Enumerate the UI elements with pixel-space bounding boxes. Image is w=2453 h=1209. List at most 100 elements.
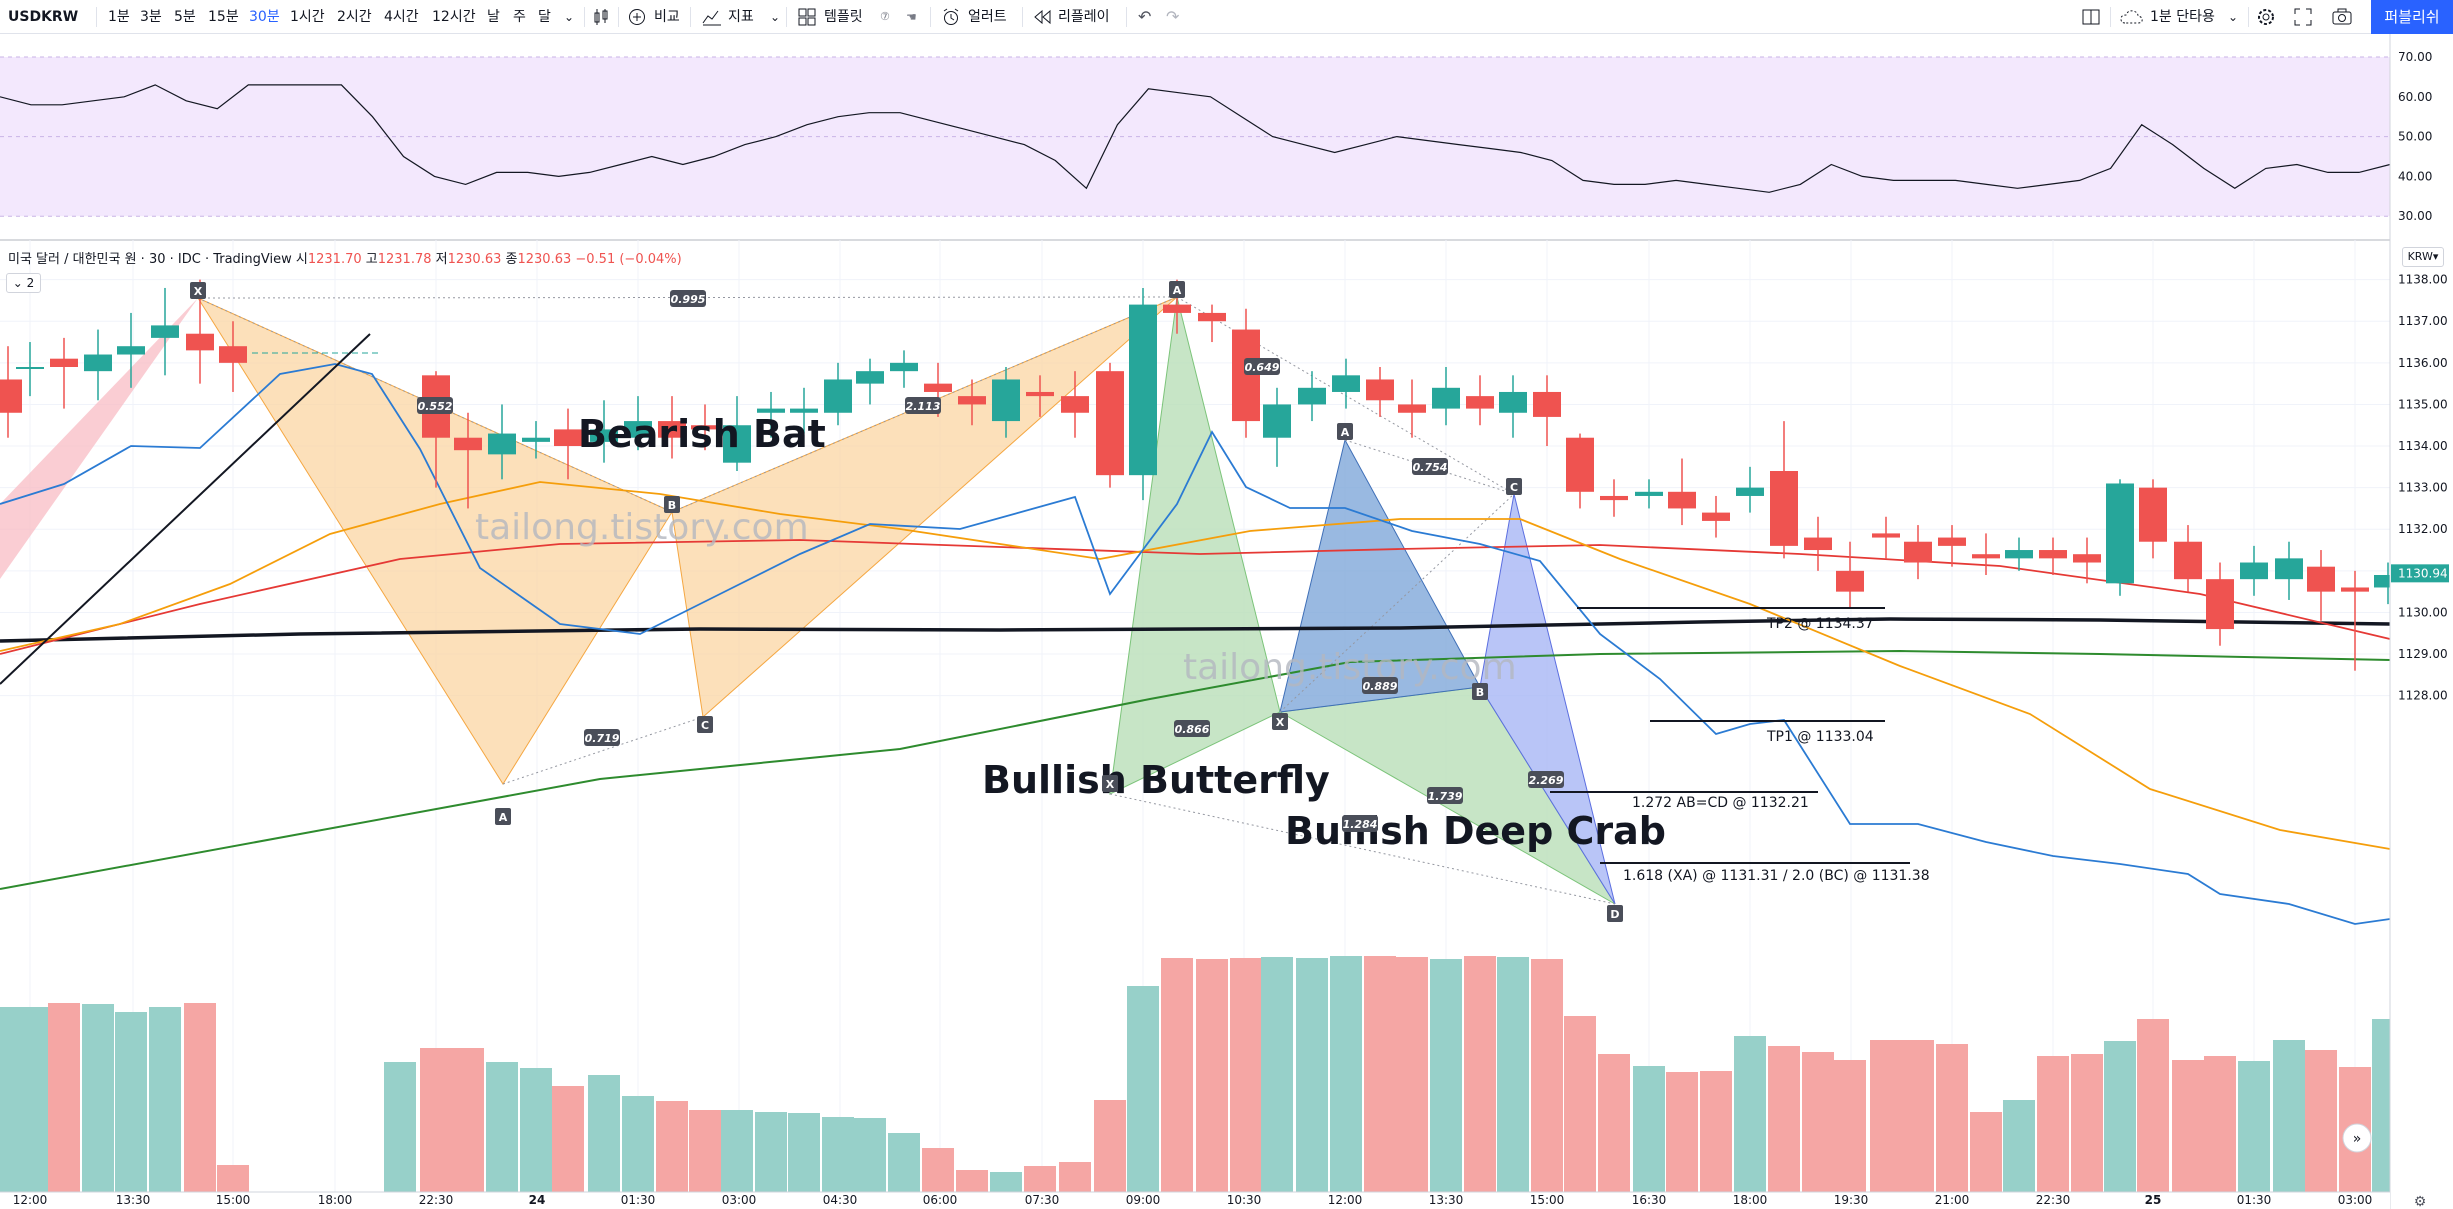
interval-1h[interactable]: 1시간: [290, 9, 325, 25]
rsi-axis-tick: 50.00: [2398, 130, 2432, 144]
volume-bar: [1094, 1100, 1126, 1192]
candle-body: [2206, 579, 2234, 630]
split-view-icon[interactable]: [2082, 9, 2100, 25]
last-price-bg: [2391, 564, 2449, 583]
gear-icon[interactable]: [2256, 7, 2276, 27]
candle-body: [50, 358, 78, 367]
volume-bar: [2204, 1056, 2236, 1192]
candle-body: [691, 425, 719, 430]
point-label-bg: [697, 716, 713, 733]
price-axis-tick: 1128.00: [2398, 689, 2448, 703]
chevron-down-icon[interactable]: ⌄: [770, 10, 781, 24]
time-axis-tick: 19:30: [1834, 1193, 1869, 1207]
time-axis-tick: 15:00: [1530, 1193, 1565, 1207]
interval-30m[interactable]: 30분: [249, 9, 280, 25]
ratio-label-bg: [1528, 771, 1564, 788]
indicator-icon[interactable]: [702, 8, 722, 26]
symbol-search[interactable]: USDKRW: [8, 9, 79, 25]
trend-line: [0, 333, 371, 685]
candle-body: [1026, 391, 1054, 397]
replay-button[interactable]: 리플레이: [1058, 9, 1110, 25]
camera-icon[interactable]: [2332, 8, 2352, 26]
time-axis-tick: 12:00: [1328, 1193, 1363, 1207]
volume-bar: [184, 1003, 216, 1192]
fullscreen-icon[interactable]: [2294, 8, 2312, 26]
volume-bar: [16, 1007, 48, 1192]
time-axis-tick: 09:00: [1126, 1193, 1161, 1207]
time-axis-tick: 18:00: [318, 1193, 353, 1207]
chevron-down-icon[interactable]: ⌄: [564, 10, 575, 24]
alert-clock-icon[interactable]: [942, 8, 960, 26]
replay-icon[interactable]: [1034, 9, 1052, 25]
volume-bar: [990, 1172, 1022, 1192]
candle-body: [2174, 541, 2202, 580]
candle-body: [554, 429, 582, 447]
price-axis-tick: 1133.00: [2398, 481, 2448, 495]
candles-icon[interactable]: [592, 8, 610, 26]
layout-name-button[interactable]: 1분 단타용: [2150, 9, 2215, 25]
volume-bar: [888, 1133, 920, 1192]
volume-bar: [486, 1062, 518, 1192]
volume-bar: [1464, 956, 1496, 1192]
interval-5m[interactable]: 5분: [174, 9, 196, 25]
ratio-connector: [1109, 793, 1616, 905]
candle-body: [1702, 512, 1730, 521]
volume-bar: [1127, 986, 1159, 1192]
rsi-axis-tick: 40.00: [2398, 169, 2432, 183]
time-axis-tick: 01:30: [621, 1193, 656, 1207]
undo-icon[interactable]: ↶: [1138, 7, 1152, 26]
candle-body: [1263, 404, 1291, 438]
legend-title[interactable]: 미국 달러 / 대한민국 원 · 30 · IDC · TradingView: [8, 252, 292, 267]
indicators-button[interactable]: 지표: [728, 9, 754, 25]
candle-body: [522, 437, 550, 442]
legend-change: −0.51 (−0.04%): [575, 252, 682, 267]
volume-bar: [217, 1165, 249, 1192]
template-icon[interactable]: [798, 8, 816, 26]
publish-button[interactable]: 퍼블리쉬: [2371, 0, 2453, 34]
volume-bar: [2238, 1061, 2270, 1192]
candle-body: [2039, 550, 2067, 559]
chevron-down-icon[interactable]: ⌄: [2228, 10, 2239, 24]
candle-body: [1096, 371, 1124, 476]
candle-body: [1938, 537, 1966, 546]
interval-week[interactable]: 주: [513, 9, 526, 25]
candle-body: [1972, 554, 2000, 559]
interval-4h[interactable]: 4시간: [384, 9, 419, 25]
volume-bar: [48, 1003, 80, 1192]
candle-body: [117, 346, 145, 355]
point-label-bg: [495, 808, 511, 825]
currency-selector[interactable]: KRW▾: [2402, 247, 2444, 267]
ratio-label-bg: [1174, 720, 1210, 737]
point-label: D: [1610, 908, 1619, 921]
interval-2h[interactable]: 2시간: [337, 9, 372, 25]
interval-month[interactable]: 달: [538, 9, 551, 25]
point-label: X: [1276, 716, 1285, 729]
plus-circle-icon[interactable]: [628, 8, 646, 26]
compare-button[interactable]: 비교: [654, 9, 680, 25]
templates-button[interactable]: 템플릿: [824, 9, 863, 25]
hand-badge-icon: ☚: [906, 10, 917, 24]
interval-3m[interactable]: 3분: [140, 9, 162, 25]
interval-1m[interactable]: 1분: [108, 9, 130, 25]
candle-body: [2341, 587, 2369, 592]
chart-canvas[interactable]: tailong.tistory.com tailong.tistory.com Be…: [0, 34, 2453, 1209]
volume-bar: [656, 1101, 688, 1192]
volume-bar: [1564, 1016, 1596, 1192]
alert-button[interactable]: 얼러트: [968, 9, 1007, 25]
ratio-label: 0.719: [585, 732, 620, 745]
candle-body: [1332, 375, 1360, 392]
candle-body: [1499, 391, 1527, 413]
axes: 70.00 60.00 50.00 40.00 30.00 1138.00 1137.00 1…: [0, 34, 2453, 1209]
top-toolbar: USDKRW 1분 3분 5분 15분 30분 1시간 2시간 4시간 12시간…: [0, 0, 2453, 34]
interval-12h[interactable]: 12시간: [432, 9, 476, 25]
interval-15m[interactable]: 15분: [208, 9, 239, 25]
indicator-collapse-toggle[interactable]: ⌄ 2: [6, 273, 41, 293]
redo-icon[interactable]: ↷: [1166, 7, 1180, 26]
volume-bar: [822, 1117, 854, 1192]
volume-bar: [149, 1007, 181, 1192]
interval-day[interactable]: 날: [487, 9, 500, 25]
shortcut-badge-icon: ⑦: [880, 10, 890, 23]
candle-body: [958, 396, 986, 405]
ratio-label: 2.269: [1529, 774, 1564, 787]
ratio-label: 0.754: [1413, 461, 1448, 474]
